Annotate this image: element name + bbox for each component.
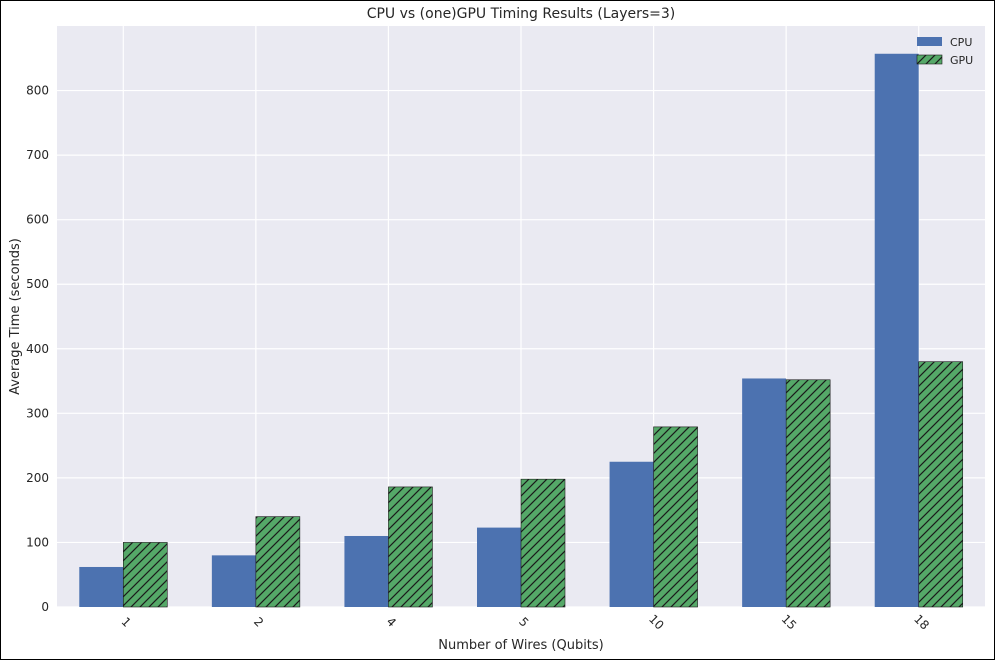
- legend-swatch-cpu: [917, 37, 942, 46]
- x-tick-label: 2: [251, 615, 266, 630]
- y-tick-label: 700: [26, 148, 49, 162]
- x-tick-label: 1: [118, 615, 133, 630]
- x-tick-label: 18: [911, 612, 932, 633]
- x-tick-label: 10: [646, 612, 667, 633]
- bar-gpu-15: [785, 379, 831, 608]
- bar-cpu-2: [211, 555, 256, 607]
- y-tick-label: 0: [41, 600, 49, 614]
- bar-cpu-4: [344, 535, 389, 607]
- bar-gpu-10: [653, 426, 698, 608]
- bar-cpu-15: [742, 378, 787, 607]
- bar-cpu-5: [477, 527, 521, 607]
- bars: [79, 53, 964, 608]
- x-tick-label: 5: [516, 615, 531, 630]
- bar-gpu-18: [918, 361, 964, 608]
- bar-gpu-1: [122, 542, 168, 608]
- y-axis-label: Average Time (seconds): [8, 238, 23, 395]
- legend-label-gpu: GPU: [950, 54, 973, 67]
- x-axis-label: Number of Wires (Qubits): [438, 638, 604, 653]
- y-tick-label: 400: [26, 342, 49, 356]
- x-tick-label: 15: [779, 612, 800, 633]
- y-tick-label: 100: [26, 535, 49, 549]
- x-tick-label: 4: [384, 615, 399, 630]
- y-tick-label: 600: [26, 213, 49, 227]
- bar-cpu-10: [609, 461, 654, 607]
- y-tick-label: 500: [26, 277, 49, 291]
- legend-label-cpu: CPU: [950, 36, 972, 49]
- bar-gpu-4: [388, 486, 433, 608]
- bar-gpu-5: [520, 478, 566, 608]
- chart-title: CPU vs (one)GPU Timing Results (Layers=3…: [367, 6, 676, 22]
- y-tick-labels: 0 100 200 300 400 500 600 700 800: [26, 84, 49, 614]
- bar-gpu-2: [255, 516, 301, 608]
- y-tick-label: 300: [26, 406, 49, 420]
- bar-cpu-18: [874, 53, 919, 607]
- x-tick-labels: 1 2 4 5 10 15 18: [118, 612, 931, 633]
- y-tick-label: 200: [26, 471, 49, 485]
- legend-swatch-gpu: [916, 54, 943, 65]
- bar-cpu-1: [79, 566, 124, 607]
- legend: CPU GPU: [916, 36, 973, 67]
- y-tick-label: 800: [26, 84, 49, 98]
